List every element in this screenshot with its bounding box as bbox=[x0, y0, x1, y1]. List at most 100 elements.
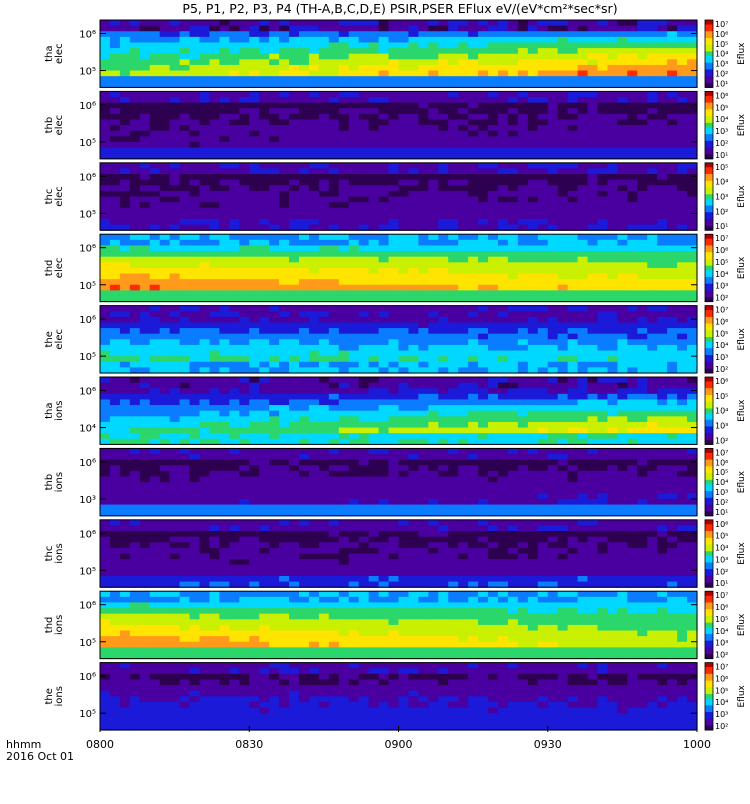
heatmap-cell bbox=[160, 65, 171, 71]
heatmap-cell bbox=[339, 125, 350, 131]
heatmap-cell bbox=[249, 362, 260, 368]
heatmap-cell bbox=[488, 37, 499, 43]
heatmap-cell bbox=[190, 219, 201, 225]
heatmap-cell bbox=[190, 91, 201, 97]
heatmap-cell bbox=[160, 213, 171, 219]
heatmap-cell bbox=[408, 131, 419, 137]
heatmap-cell bbox=[438, 148, 449, 154]
heatmap-cell bbox=[418, 356, 429, 362]
heatmap-cell bbox=[657, 71, 668, 77]
heatmap-cell bbox=[667, 251, 678, 257]
heatmap-cell bbox=[389, 471, 400, 477]
heatmap-cell bbox=[209, 328, 220, 334]
heatmap-cell bbox=[538, 168, 549, 174]
heatmap-cell bbox=[130, 191, 141, 197]
heatmap-cell bbox=[299, 65, 310, 71]
heatmap-cell bbox=[229, 245, 240, 251]
heatmap-cell bbox=[259, 31, 270, 37]
heatmap-cell bbox=[319, 234, 330, 240]
heatmap-cell bbox=[448, 42, 459, 48]
heatmap-cell bbox=[180, 174, 191, 180]
heatmap-cell bbox=[478, 234, 489, 240]
heatmap-cell bbox=[239, 42, 250, 48]
heatmap-cell bbox=[498, 290, 509, 296]
heatmap-cell bbox=[637, 108, 648, 114]
heatmap-cell bbox=[538, 290, 549, 296]
heatmap-cell bbox=[627, 37, 638, 43]
heatmap-cell bbox=[150, 454, 161, 460]
heatmap-cell bbox=[528, 213, 539, 219]
heatmap-cell bbox=[229, 465, 240, 471]
heatmap-cell bbox=[309, 191, 320, 197]
heatmap-cell bbox=[359, 191, 370, 197]
heatmap-cell bbox=[428, 428, 439, 434]
heatmap-cell bbox=[359, 290, 370, 296]
heatmap-cell bbox=[200, 213, 211, 219]
heatmap-cell bbox=[219, 339, 230, 345]
heatmap-cell bbox=[458, 103, 469, 109]
panel-label: elec bbox=[54, 43, 65, 64]
heatmap-cell bbox=[190, 405, 201, 411]
heatmap-cell bbox=[369, 131, 380, 137]
heatmap-cell bbox=[438, 317, 449, 323]
heatmap-cell bbox=[598, 125, 609, 131]
heatmap-cell bbox=[677, 351, 688, 357]
heatmap-cell bbox=[408, 91, 419, 97]
heatmap-cell bbox=[150, 493, 161, 499]
heatmap-cell bbox=[229, 119, 240, 125]
heatmap-cell bbox=[269, 71, 280, 77]
heatmap-cell bbox=[488, 383, 499, 389]
heatmap-cell bbox=[408, 185, 419, 191]
heatmap-cell bbox=[528, 394, 539, 400]
heatmap-cell bbox=[279, 219, 290, 225]
heatmap-cell bbox=[598, 399, 609, 405]
heatmap-cell bbox=[548, 416, 559, 422]
heatmap-cell bbox=[548, 428, 559, 434]
heatmap-cell bbox=[309, 388, 320, 394]
heatmap-cell bbox=[299, 59, 310, 65]
heatmap-cell bbox=[667, 234, 678, 240]
heatmap-cell bbox=[160, 399, 171, 405]
heatmap-cell bbox=[488, 433, 499, 439]
heatmap-cell bbox=[229, 97, 240, 103]
heatmap-cell bbox=[637, 433, 648, 439]
heatmap-cell bbox=[249, 163, 260, 169]
heatmap-cell bbox=[538, 191, 549, 197]
heatmap-cell bbox=[438, 345, 449, 351]
heatmap-cell bbox=[458, 328, 469, 334]
heatmap-cell bbox=[279, 306, 290, 312]
heatmap-cell bbox=[110, 148, 121, 154]
heatmap-cell bbox=[120, 219, 131, 225]
heatmap-cell bbox=[190, 465, 201, 471]
heatmap-cell bbox=[458, 306, 469, 312]
heatmap-cell bbox=[548, 362, 559, 368]
heatmap-cell bbox=[200, 65, 211, 71]
heatmap-cell bbox=[140, 377, 151, 383]
heatmap-cell bbox=[538, 245, 549, 251]
heatmap-cell bbox=[110, 125, 121, 131]
heatmap-cell bbox=[309, 488, 320, 494]
heatmap-cell bbox=[329, 185, 340, 191]
heatmap-cell bbox=[130, 476, 141, 482]
heatmap-cell bbox=[399, 339, 410, 345]
heatmap-cell bbox=[259, 234, 270, 240]
heatmap-cell bbox=[239, 317, 250, 323]
heatmap-cell bbox=[289, 274, 300, 280]
heatmap-cell bbox=[468, 322, 479, 328]
heatmap-cell bbox=[160, 460, 171, 466]
heatmap-cell bbox=[299, 163, 310, 169]
heatmap-cell bbox=[518, 405, 529, 411]
heatmap-cell bbox=[448, 31, 459, 37]
heatmap-cell bbox=[209, 345, 220, 351]
heatmap-cell bbox=[309, 416, 320, 422]
heatmap-cell bbox=[349, 219, 360, 225]
heatmap-cell bbox=[309, 213, 320, 219]
heatmap-cell bbox=[548, 185, 559, 191]
heatmap-cell bbox=[359, 59, 370, 65]
heatmap-cell bbox=[468, 433, 479, 439]
heatmap-cell bbox=[219, 257, 230, 263]
heatmap-cell bbox=[677, 279, 688, 285]
heatmap-cell bbox=[548, 285, 559, 291]
heatmap-cell bbox=[448, 351, 459, 357]
heatmap-cell bbox=[508, 240, 519, 246]
